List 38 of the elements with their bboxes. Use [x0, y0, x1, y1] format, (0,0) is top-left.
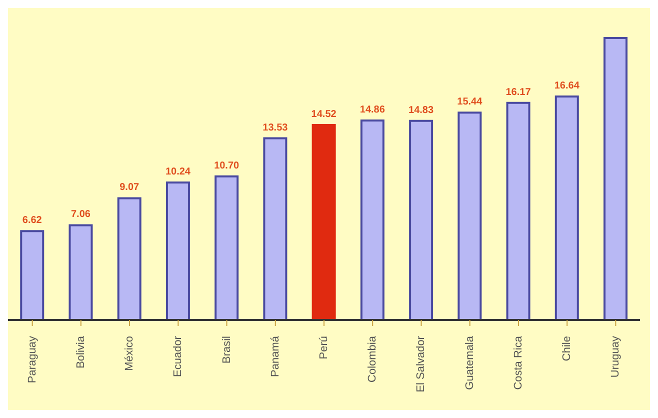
data-label: 14.52 — [311, 109, 337, 120]
data-label: 13.53 — [262, 122, 288, 134]
bar — [166, 181, 190, 321]
bar — [312, 124, 336, 321]
data-label: 15.44 — [457, 96, 483, 108]
bar — [409, 120, 434, 321]
x-tick-label: El Salvador — [415, 336, 428, 392]
data-label: 10.70 — [214, 160, 240, 172]
data-label: 16.17 — [506, 86, 532, 98]
bar — [604, 37, 628, 321]
data-label: 7.06 — [71, 209, 91, 220]
x-tick-label: Panamá — [269, 335, 282, 377]
data-label: 14.83 — [408, 104, 434, 116]
data-label: 16.64 — [554, 80, 580, 92]
x-tick-label: Chile — [561, 336, 574, 362]
bar — [20, 230, 44, 321]
x-tick-label: Costa Rica — [512, 335, 524, 390]
x-tick-label: Brasil — [220, 336, 233, 364]
data-label: 14.86 — [360, 104, 386, 116]
bar — [68, 224, 93, 321]
data-label: 9.07 — [120, 182, 140, 194]
bar — [506, 102, 530, 321]
bar — [458, 112, 482, 321]
bar — [263, 137, 288, 321]
x-tick-label: Uruguay — [610, 336, 622, 378]
x-tick-label: Ecuador — [172, 336, 184, 377]
x-tick-label: Colombia — [366, 335, 379, 382]
bar — [554, 96, 579, 321]
bar — [214, 175, 239, 321]
x-tick-label: Guatemala — [464, 335, 476, 390]
data-label: 10.24 — [165, 166, 191, 178]
bar — [360, 119, 384, 321]
x-tick-label: Bolivia — [74, 335, 87, 368]
x-tick-label: Perú — [318, 336, 330, 360]
x-tick-label: Paraguay — [26, 336, 38, 384]
bar — [117, 197, 142, 321]
x-tick-label: México — [124, 336, 136, 371]
data-label: 6.62 — [22, 215, 42, 226]
